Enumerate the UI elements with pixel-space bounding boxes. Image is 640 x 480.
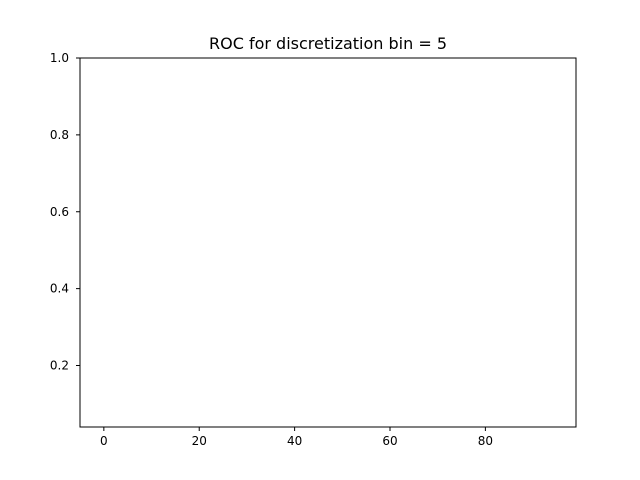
y-tick-label: 1.0: [50, 51, 69, 65]
x-tick-label: 80: [478, 434, 493, 448]
x-tick-label: 0: [100, 434, 108, 448]
y-tick-label: 0.4: [50, 282, 69, 296]
x-tick-label: 20: [192, 434, 207, 448]
y-tick-label: 0.8: [50, 128, 69, 142]
chart-title: ROC for discretization bin = 5: [209, 34, 447, 53]
x-tick-label: 40: [287, 434, 302, 448]
plot-area-frame: [79, 57, 577, 428]
y-tick-label: 0.6: [50, 205, 69, 219]
x-tick-label: 60: [382, 434, 397, 448]
y-tick-label: 0.2: [50, 359, 69, 373]
x-axis: 0 20 40 60 80: [100, 427, 493, 448]
y-axis: 0.2 0.4 0.6 0.8 1.0: [50, 51, 80, 373]
